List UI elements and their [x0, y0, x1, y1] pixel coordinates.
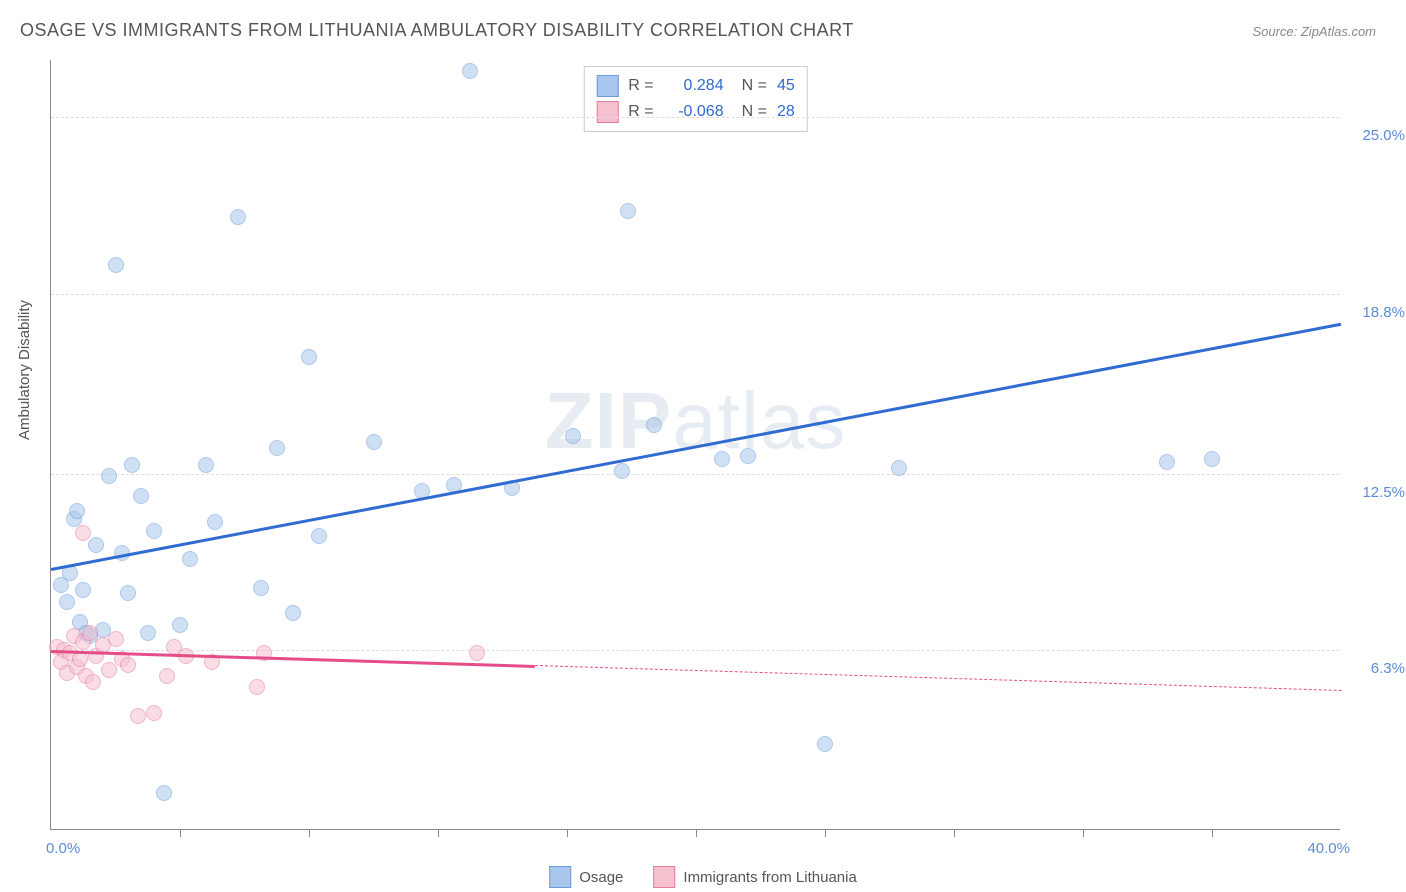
- legend-swatch: [596, 101, 618, 123]
- data-point: [1159, 454, 1175, 470]
- plot-area: ZIPatlas R =0.284N =45R =-0.068N =28 6.3…: [50, 60, 1340, 830]
- y-tick-label: 25.0%: [1362, 127, 1405, 144]
- legend-r-label: R =: [628, 103, 653, 121]
- watermark: ZIPatlas: [545, 375, 846, 467]
- legend-label: Osage: [579, 869, 623, 886]
- data-point: [1204, 451, 1220, 467]
- data-point: [249, 679, 265, 695]
- x-tick: [438, 829, 439, 837]
- data-point: [311, 528, 327, 544]
- data-point: [130, 708, 146, 724]
- x-tick: [567, 829, 568, 837]
- x-tick: [825, 829, 826, 837]
- legend-item: Osage: [549, 866, 623, 888]
- data-point: [366, 434, 382, 450]
- data-point: [269, 440, 285, 456]
- data-point: [159, 668, 175, 684]
- data-point: [614, 463, 630, 479]
- data-point: [140, 625, 156, 641]
- data-point: [620, 203, 636, 219]
- legend-swatch: [549, 866, 571, 888]
- data-point: [646, 417, 662, 433]
- data-point: [182, 551, 198, 567]
- y-tick-label: 6.3%: [1371, 660, 1405, 677]
- legend-r-label: R =: [628, 77, 653, 95]
- data-point: [301, 349, 317, 365]
- data-point: [88, 537, 104, 553]
- data-point: [198, 457, 214, 473]
- legend-n-label: N =: [742, 77, 767, 95]
- data-point: [108, 257, 124, 273]
- x-tick: [954, 829, 955, 837]
- data-point: [285, 605, 301, 621]
- x-tick: [309, 829, 310, 837]
- chart-title: OSAGE VS IMMIGRANTS FROM LITHUANIA AMBUL…: [20, 20, 854, 41]
- data-point: [75, 525, 91, 541]
- data-point: [101, 662, 117, 678]
- legend-swatch: [653, 866, 675, 888]
- data-point: [462, 63, 478, 79]
- legend-n-value: 28: [777, 103, 795, 121]
- legend-item: Immigrants from Lithuania: [653, 866, 856, 888]
- legend-r-value: 0.284: [664, 77, 724, 95]
- legend-series: Osage Immigrants from Lithuania: [549, 866, 857, 888]
- data-point: [565, 428, 581, 444]
- data-point: [253, 580, 269, 596]
- x-tick: [696, 829, 697, 837]
- legend-swatch: [596, 75, 618, 97]
- source-label: Source: ZipAtlas.com: [1252, 24, 1376, 39]
- legend-n-value: 45: [777, 77, 795, 95]
- trend-line-dashed: [535, 665, 1341, 691]
- gridline: [51, 117, 1340, 118]
- legend-row: R = -0.068 N = 28: [596, 99, 794, 125]
- data-point: [156, 785, 172, 801]
- gridline: [51, 474, 1340, 475]
- data-point: [740, 448, 756, 464]
- x-tick: [1083, 829, 1084, 837]
- y-tick-label: 18.8%: [1362, 304, 1405, 321]
- data-point: [69, 503, 85, 519]
- x-min-label: 0.0%: [46, 840, 80, 857]
- data-point: [146, 523, 162, 539]
- data-point: [120, 585, 136, 601]
- data-point: [133, 488, 149, 504]
- x-tick: [1212, 829, 1213, 837]
- gridline: [51, 294, 1340, 295]
- data-point: [469, 645, 485, 661]
- data-point: [59, 594, 75, 610]
- legend-correlation: R = 0.284 N = 45 R = -0.068 N = 28: [583, 66, 807, 132]
- x-max-label: 40.0%: [1307, 840, 1350, 857]
- data-point: [230, 209, 246, 225]
- data-point: [146, 705, 162, 721]
- x-tick: [180, 829, 181, 837]
- data-point: [124, 457, 140, 473]
- gridline: [51, 650, 1340, 651]
- data-point: [714, 451, 730, 467]
- data-point: [172, 617, 188, 633]
- data-point: [891, 460, 907, 476]
- y-tick-label: 12.5%: [1362, 484, 1405, 501]
- legend-row: R = 0.284 N = 45: [596, 73, 794, 99]
- legend-n-label: N =: [742, 103, 767, 121]
- trend-line: [51, 322, 1341, 570]
- y-axis-label: Ambulatory Disability: [16, 300, 33, 440]
- legend-r-value: -0.068: [664, 103, 724, 121]
- legend-label: Immigrants from Lithuania: [683, 869, 856, 886]
- data-point: [85, 674, 101, 690]
- data-point: [108, 631, 124, 647]
- data-point: [120, 657, 136, 673]
- data-point: [207, 514, 223, 530]
- data-point: [817, 736, 833, 752]
- data-point: [101, 468, 117, 484]
- data-point: [75, 582, 91, 598]
